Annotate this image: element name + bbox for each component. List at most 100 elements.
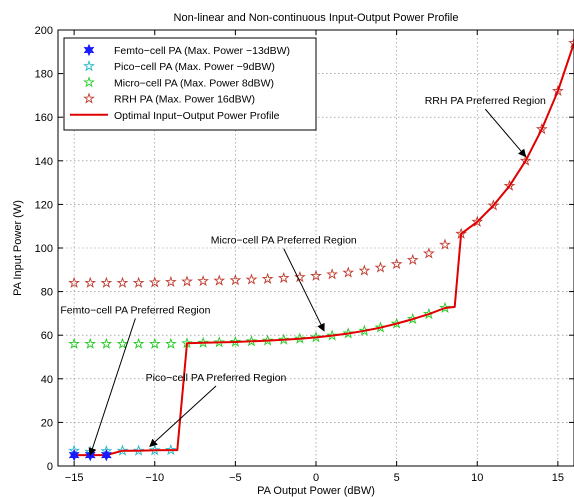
x-tick-label: 15 [552, 472, 564, 484]
data-point [277, 271, 290, 284]
data-point [164, 443, 177, 456]
data-point [374, 261, 387, 273]
legend-entry: Femto−cell PA (Max. Power −13dBW) [83, 43, 290, 57]
data-point [132, 276, 145, 288]
data-point [164, 275, 177, 288]
data-point [245, 273, 258, 285]
data-point [261, 272, 274, 284]
legend-entry: RRH PA (Max. Power 16dBW) [83, 92, 255, 106]
legend-marker [83, 43, 95, 57]
data-point [471, 215, 484, 227]
data-point [422, 247, 435, 259]
data-point [245, 335, 258, 347]
data-point [181, 275, 193, 287]
y-tick-label: 60 [41, 330, 53, 342]
legend-entry: Pico−cell PA (Max. Power −9dBW) [83, 60, 275, 73]
data-point [568, 36, 574, 49]
data-point [326, 329, 339, 341]
data-point [148, 444, 161, 456]
annotation-label: RRH PA Preferred Region [425, 95, 546, 107]
legend-entry: Micro−cell PA (Max. Power 8dBW) [83, 76, 274, 89]
y-tick-label: 160 [35, 112, 53, 124]
y-tick-label: 0 [47, 461, 53, 473]
chart-title: Non-linear and Non-continuous Input-Outp… [174, 12, 459, 24]
data-point [277, 333, 290, 345]
annotation-arrow [149, 385, 217, 448]
legend-marker [83, 76, 95, 88]
data-point [84, 276, 97, 288]
data-point [519, 154, 532, 166]
y-tick-label: 200 [35, 25, 53, 37]
data-point [148, 276, 161, 288]
legend-marker [83, 60, 95, 72]
legend: Femto−cell PA (Max. Power −13dBW) Pico−ce… [63, 37, 317, 131]
data-point [293, 332, 306, 344]
data-point [132, 337, 145, 349]
data-point [68, 448, 80, 462]
data-point [132, 444, 145, 456]
data-point [390, 257, 403, 270]
x-tick-label: 0 [313, 472, 319, 484]
legend-marker [83, 92, 95, 104]
data-point [84, 337, 97, 349]
data-point [326, 268, 339, 280]
data-point [116, 337, 129, 349]
y-tick-label: 140 [35, 156, 53, 168]
annotation-label: Micro−cell PA Preferred Region [211, 235, 357, 247]
legend-entry: Optimal Input−Output Power Profile [70, 110, 280, 122]
data-point [310, 331, 322, 343]
y-tick-label: 180 [35, 69, 53, 81]
y-tick-label: 20 [41, 417, 53, 429]
data-point [213, 274, 226, 286]
data-point [100, 448, 112, 462]
data-point [439, 238, 451, 250]
x-tick-label: 5 [394, 472, 400, 484]
legend-label: Pico−cell PA (Max. Power −9dBW) [114, 61, 275, 73]
x-tick-label: −15 [65, 472, 84, 484]
annotation-arrow [484, 108, 527, 158]
series-3 [68, 36, 574, 288]
annotation-arrow [283, 248, 325, 332]
data-point [68, 337, 81, 349]
y-tick-label: 80 [41, 287, 53, 299]
data-point [342, 266, 355, 278]
series-4 [74, 42, 574, 457]
annotation-label: Femto−cell PA Preferred Region [60, 304, 210, 316]
x-tick-label: 10 [471, 472, 483, 484]
data-point [100, 337, 113, 349]
data-point [148, 337, 161, 349]
y-tick-label: 120 [35, 199, 53, 211]
axis-ticks: −15 −10 −5 0 5 10 15 0 20 40 60 80 100 120 140 160 180 20… [35, 25, 574, 484]
data-point [100, 276, 113, 288]
x-tick-label: −10 [145, 472, 164, 484]
annotations: RRH PA Preferred Region Micro−cell PA Pre… [60, 95, 546, 457]
x-tick-label: −5 [229, 472, 242, 484]
data-point [213, 336, 226, 348]
data-point [261, 334, 274, 346]
data-point [310, 269, 322, 281]
data-point [164, 337, 177, 349]
data-point [503, 179, 516, 191]
legend-label: Femto−cell PA (Max. Power −13dBW) [114, 45, 290, 57]
x-axis-label: PA Output Power (dBW) [257, 485, 375, 497]
data-point [358, 264, 371, 276]
data-point [68, 276, 81, 288]
data-point [197, 274, 210, 287]
legend-label: Optimal Input−Output Power Profile [114, 110, 280, 122]
data-point [116, 276, 129, 288]
data-point [487, 199, 500, 211]
data-point [229, 335, 242, 347]
data-point [439, 301, 451, 313]
data-point [406, 253, 419, 265]
annotation-arrow [88, 318, 136, 457]
legend-label: RRH PA (Max. Power 16dBW) [114, 94, 255, 106]
optimal-profile-line [74, 42, 574, 457]
y-tick-label: 100 [35, 243, 53, 255]
data-point [197, 336, 210, 348]
annotation-label: Pico−cell PA Preferred Region [146, 372, 287, 384]
y-tick-label: 40 [41, 374, 53, 386]
y-axis-label: PA Input Power (W) [12, 200, 24, 296]
data-point [229, 274, 242, 286]
data-point [293, 271, 306, 283]
